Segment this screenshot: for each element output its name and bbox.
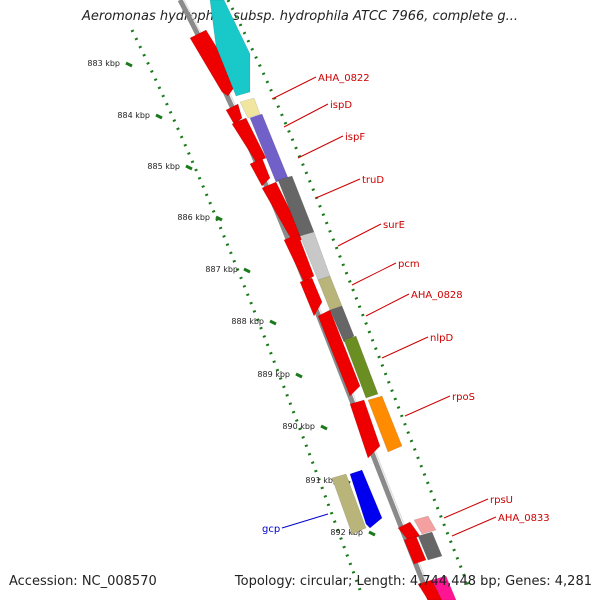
ruler-tick-label: 888 kbp [231,317,264,326]
pale-yellow-feature [239,97,261,119]
cds-arrow [299,277,323,317]
ruler-major-tick [185,164,193,171]
ruler-tick-label: 890 kbp [282,422,315,431]
ruler-major-tick [368,530,376,537]
outer-tick-track [226,0,472,591]
olive-feature [343,335,379,399]
gene-label-ispf[interactable]: ispF [345,132,365,143]
ruler-track [130,29,362,591]
ruler-major-tick [125,61,133,68]
backbone-outer [177,0,433,600]
ruler-tick-label: 885 kbp [147,162,180,171]
gene-label-leader [283,103,329,128]
ruler-tick-label: 886 kbp [177,213,210,222]
gene-label-leader [381,336,429,359]
cds-arrow [317,309,361,397]
pink-feature [413,515,437,535]
cds-arrow [231,117,267,163]
dark-gray-feature-2 [329,305,355,343]
gene-label-leader [451,516,497,537]
ruler-major-tick [155,113,163,120]
gene-label-leader [404,395,451,417]
gene-label-leader [443,498,489,519]
ruler-major-tick [295,372,303,379]
cds-arrow-bottom-2 [403,535,427,565]
gene-label-gcp[interactable]: gcp [262,524,280,535]
gene-label-leader [281,513,329,529]
cds-arrow [249,157,271,187]
ruler-major-tick [269,319,277,326]
gene-label-aha-0833[interactable]: AHA_0833 [498,513,550,524]
gene-labels: AHA_0822 ispD ispF truD surE pcm AHA_0828 nlpD r… [262,73,550,537]
cds-arrow [225,103,243,125]
ruler-major-tick [320,424,328,431]
ruler-tick-label: 887 kbp [205,265,238,274]
cyan-feature [209,0,251,97]
ruler-tick-label: 891 kbp [305,476,338,485]
gene-label-rpos[interactable]: rpoS [452,392,475,403]
ruler-tick-label: 883 kbp [87,59,120,68]
khaki-feature [317,275,343,311]
orange-feature [367,395,403,453]
gene-label-leader [337,223,382,247]
gcp-feature [331,473,367,535]
gene-label-pcm[interactable]: pcm [398,259,420,270]
gene-label-ispd[interactable]: ispD [330,100,352,111]
ruler-tick-label: 892 kbp [330,528,363,537]
ruler-ticks: 883 kbp 884 kbp 885 kbp 886 kbp 887 kbp 888 k… [87,59,376,537]
cds-arrow [349,399,381,459]
ruler-major-tick [215,215,223,222]
gene-label-leader [271,76,317,100]
gene-label-aha-0828[interactable]: AHA_0828 [411,290,463,301]
gene-label-leader [365,293,410,317]
ruler-tick-label: 884 kbp [117,111,150,120]
ruler-major-tick [243,267,251,274]
cds-arrow [189,29,239,97]
accession-text: Accession: NC_008570 [9,574,157,589]
blue-cds-arrow [349,469,383,529]
gene-label-nlpd[interactable]: nlpD [430,333,453,344]
feature-track [189,0,457,600]
gene-label-rpsu[interactable]: rpsU [490,495,513,506]
gene-label-leader [315,178,361,199]
cds-arrow [283,233,315,283]
magenta-feature [431,575,457,600]
gene-label-leader [297,135,344,159]
gene-label-aha-0822[interactable]: AHA_0822 [318,73,370,84]
gene-label-sure[interactable]: surE [383,220,405,231]
genome-summary: Topology: circular; Length: 4,744,448 bp… [234,574,592,589]
dark-gray-feature-3 [417,531,443,561]
ruler-tick-label: 889 kbp [257,370,290,379]
gene-label-leader [351,262,397,286]
cds-arrow-bottom-3 [417,579,443,600]
gene-label-trud[interactable]: truD [362,175,384,186]
